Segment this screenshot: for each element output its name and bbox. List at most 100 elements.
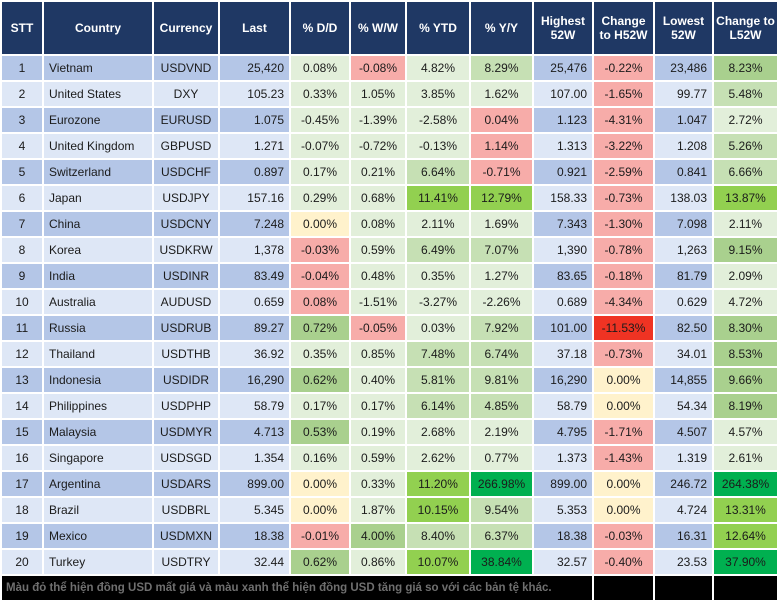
cell-h52: -2.59% <box>594 160 653 184</box>
cell-stt: 9 <box>2 264 42 288</box>
cell-country: Mexico <box>44 524 152 548</box>
cell-last: 1.271 <box>220 134 289 158</box>
cell-ww: 0.86% <box>351 550 405 574</box>
footer-cell-h52 <box>594 576 653 600</box>
cell-last: 32.44 <box>220 550 289 574</box>
cell-ytd: 6.64% <box>407 160 469 184</box>
cell-last: 58.79 <box>220 394 289 418</box>
cell-ytd: 0.03% <box>407 316 469 340</box>
cell-low: 4.507 <box>655 420 712 444</box>
table-row: 15 Malaysia USDMYR 4.713 0.53% 0.19% 2.68% 2.19… <box>2 420 777 444</box>
cell-dd: 0.35% <box>291 342 349 366</box>
cell-low: 1.208 <box>655 134 712 158</box>
cell-ww: 1.05% <box>351 82 405 106</box>
cell-ww: 0.59% <box>351 238 405 262</box>
cell-ytd: -0.13% <box>407 134 469 158</box>
cell-low: 4.724 <box>655 498 712 522</box>
cell-last: 89.27 <box>220 316 289 340</box>
cell-country: Australia <box>44 290 152 314</box>
cell-ww: 4.00% <box>351 524 405 548</box>
cell-currency: GBPUSD <box>154 134 218 158</box>
column-header-yy: % Y/Y <box>471 2 532 54</box>
cell-yy: 4.85% <box>471 394 532 418</box>
cell-high: 83.65 <box>534 264 592 288</box>
cell-ww: -1.39% <box>351 108 405 132</box>
cell-ytd: 0.35% <box>407 264 469 288</box>
cell-high: 0.921 <box>534 160 592 184</box>
cell-high: 1.123 <box>534 108 592 132</box>
cell-ytd: 5.81% <box>407 368 469 392</box>
cell-low: 23,486 <box>655 56 712 80</box>
cell-low: 246.72 <box>655 472 712 496</box>
cell-l52: 4.57% <box>714 420 777 444</box>
table-row: 1 Vietnam USDVND 25,420 0.08% -0.08% 4.82% 8.29… <box>2 56 777 80</box>
cell-l52: 2.09% <box>714 264 777 288</box>
cell-yy: 6.74% <box>471 342 532 366</box>
cell-currency: EURUSD <box>154 108 218 132</box>
table-row: 20 Turkey USDTRY 32.44 0.62% 0.86% 10.07% 38.84… <box>2 550 777 574</box>
cell-h52: -0.22% <box>594 56 653 80</box>
cell-yy: 7.92% <box>471 316 532 340</box>
footer-cell-l52 <box>714 576 777 600</box>
cell-dd: 0.17% <box>291 394 349 418</box>
cell-low: 14,855 <box>655 368 712 392</box>
cell-l52: 4.72% <box>714 290 777 314</box>
cell-currency: USDMYR <box>154 420 218 444</box>
cell-low: 16.31 <box>655 524 712 548</box>
cell-l52: 2.61% <box>714 446 777 470</box>
cell-dd: 0.08% <box>291 56 349 80</box>
table-row: 12 Thailand USDTHB 36.92 0.35% 0.85% 7.48% 6.74… <box>2 342 777 366</box>
cell-country: Brazil <box>44 498 152 522</box>
cell-ytd: 11.20% <box>407 472 469 496</box>
cell-yy: 0.04% <box>471 108 532 132</box>
cell-stt: 3 <box>2 108 42 132</box>
cell-currency: USDARS <box>154 472 218 496</box>
table-row: 13 Indonesia USDIDR 16,290 0.62% 0.40% 5.81% 9.… <box>2 368 777 392</box>
cell-l52: 8.53% <box>714 342 777 366</box>
cell-l52: 6.66% <box>714 160 777 184</box>
column-header-ytd: % YTD <box>407 2 469 54</box>
cell-ytd: 2.68% <box>407 420 469 444</box>
cell-stt: 6 <box>2 186 42 210</box>
cell-yy: -2.26% <box>471 290 532 314</box>
cell-currency: USDIDR <box>154 368 218 392</box>
cell-h52: 0.00% <box>594 368 653 392</box>
cell-last: 25,420 <box>220 56 289 80</box>
cell-yy: -0.71% <box>471 160 532 184</box>
cell-stt: 15 <box>2 420 42 444</box>
cell-high: 37.18 <box>534 342 592 366</box>
table-row: 11 Russia USDRUB 89.27 0.72% -0.05% 0.03% 7.92%… <box>2 316 777 340</box>
cell-h52: -4.31% <box>594 108 653 132</box>
cell-currency: USDJPY <box>154 186 218 210</box>
column-header-country: Country <box>44 2 152 54</box>
cell-currency: USDSGD <box>154 446 218 470</box>
cell-country: United States <box>44 82 152 106</box>
cell-dd: -0.04% <box>291 264 349 288</box>
cell-dd: 0.16% <box>291 446 349 470</box>
cell-stt: 8 <box>2 238 42 262</box>
cell-stt: 7 <box>2 212 42 236</box>
cell-ww: 0.33% <box>351 472 405 496</box>
cell-h52: -0.40% <box>594 550 653 574</box>
column-header-stt: STT <box>2 2 42 54</box>
cell-ww: 0.17% <box>351 394 405 418</box>
cell-h52: -1.43% <box>594 446 653 470</box>
cell-dd: 0.62% <box>291 368 349 392</box>
cell-yy: 1.69% <box>471 212 532 236</box>
cell-low: 82.50 <box>655 316 712 340</box>
cell-dd: 0.08% <box>291 290 349 314</box>
cell-l52: 37.90% <box>714 550 777 574</box>
cell-high: 58.79 <box>534 394 592 418</box>
cell-ww: 0.08% <box>351 212 405 236</box>
cell-yy: 9.54% <box>471 498 532 522</box>
cell-ww: -0.05% <box>351 316 405 340</box>
cell-high: 899.00 <box>534 472 592 496</box>
cell-high: 7.343 <box>534 212 592 236</box>
cell-l52: 8.23% <box>714 56 777 80</box>
column-header-dd: % D/D <box>291 2 349 54</box>
cell-dd: -0.45% <box>291 108 349 132</box>
cell-country: Russia <box>44 316 152 340</box>
cell-yy: 1.27% <box>471 264 532 288</box>
cell-currency: USDMXN <box>154 524 218 548</box>
